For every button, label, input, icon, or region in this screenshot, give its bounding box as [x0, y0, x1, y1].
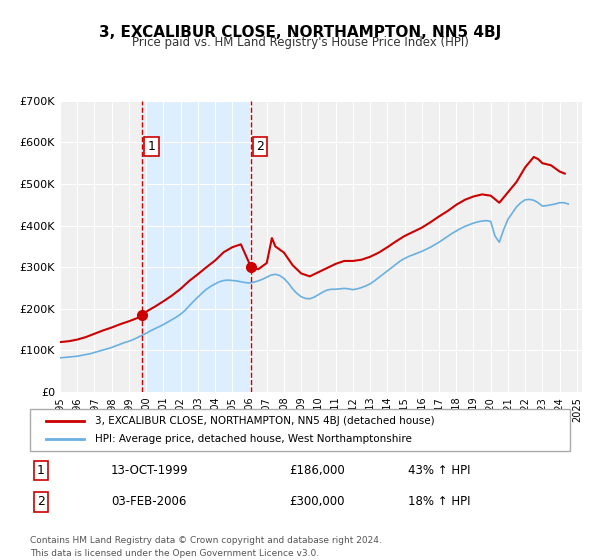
Text: 2: 2 — [37, 496, 45, 508]
Text: 3, EXCALIBUR CLOSE, NORTHAMPTON, NN5 4BJ: 3, EXCALIBUR CLOSE, NORTHAMPTON, NN5 4BJ — [99, 25, 501, 40]
Text: 43% ↑ HPI: 43% ↑ HPI — [408, 464, 470, 477]
FancyBboxPatch shape — [30, 409, 570, 451]
Text: 03-FEB-2006: 03-FEB-2006 — [111, 496, 187, 508]
Text: 18% ↑ HPI: 18% ↑ HPI — [408, 496, 470, 508]
Text: Price paid vs. HM Land Registry's House Price Index (HPI): Price paid vs. HM Land Registry's House … — [131, 36, 469, 49]
Text: HPI: Average price, detached house, West Northamptonshire: HPI: Average price, detached house, West… — [95, 434, 412, 444]
Text: 13-OCT-1999: 13-OCT-1999 — [111, 464, 188, 477]
Text: £186,000: £186,000 — [289, 464, 345, 477]
Text: £300,000: £300,000 — [289, 496, 344, 508]
Text: 2: 2 — [256, 140, 264, 153]
Text: This data is licensed under the Open Government Licence v3.0.: This data is licensed under the Open Gov… — [30, 549, 319, 558]
Text: Contains HM Land Registry data © Crown copyright and database right 2024.: Contains HM Land Registry data © Crown c… — [30, 536, 382, 545]
Bar — [142, 101, 251, 392]
Text: 3, EXCALIBUR CLOSE, NORTHAMPTON, NN5 4BJ (detached house): 3, EXCALIBUR CLOSE, NORTHAMPTON, NN5 4BJ… — [95, 416, 434, 426]
Text: 1: 1 — [37, 464, 45, 477]
Text: 1: 1 — [148, 140, 155, 153]
